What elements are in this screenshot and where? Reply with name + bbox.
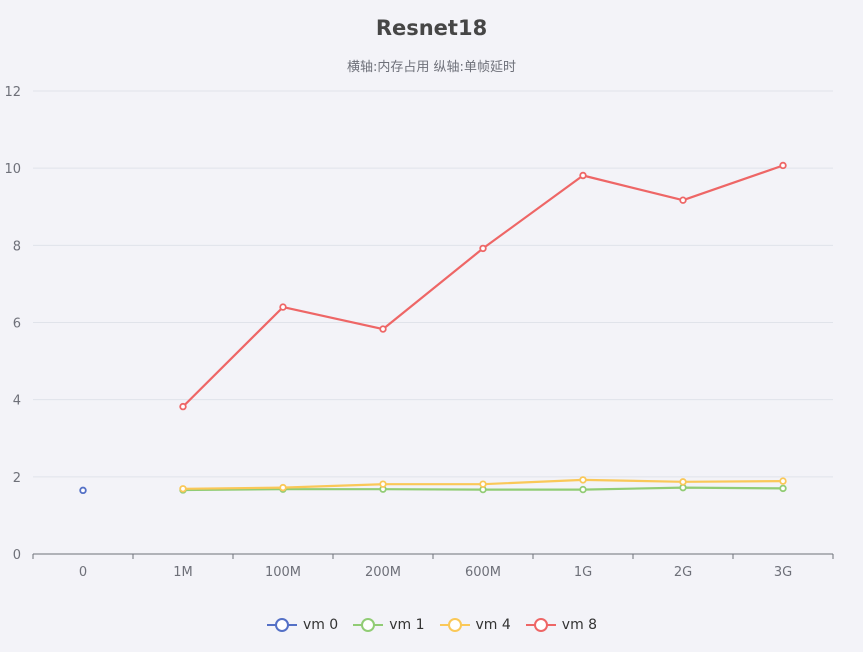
data-point bbox=[479, 480, 487, 488]
chart-legend: vm 0 vm 1 vm 4 vm 8 bbox=[0, 616, 863, 634]
y-tick-label: 2 bbox=[13, 471, 21, 486]
legend-marker-icon bbox=[525, 618, 556, 632]
data-point bbox=[279, 303, 287, 311]
data-point bbox=[579, 476, 587, 484]
y-tick-label: 0 bbox=[13, 548, 21, 563]
x-tick-label: 3G bbox=[774, 565, 792, 580]
y-tick-label: 12 bbox=[4, 85, 21, 100]
legend-label: vm 0 bbox=[302, 617, 339, 633]
legend-item[interactable]: vm 8 bbox=[525, 616, 597, 634]
line-chart: 0 2 4 6 8 10 12 0 1M 100M 200M 600M 1G 2G 3G bbox=[4, 85, 834, 580]
data-point bbox=[679, 196, 687, 204]
data-point bbox=[779, 484, 787, 493]
data-point bbox=[579, 485, 587, 494]
y-tick-label: 6 bbox=[13, 317, 21, 332]
x-tick-label: 1M bbox=[173, 565, 193, 580]
y-tick-label: 4 bbox=[13, 394, 21, 409]
data-point bbox=[179, 485, 187, 493]
y-tick-label: 8 bbox=[13, 239, 21, 254]
chart-subtitle: 横轴:内存占用 纵轴:单帧延时 bbox=[347, 60, 516, 75]
data-point bbox=[679, 478, 687, 486]
data-point bbox=[79, 486, 87, 495]
legend-item[interactable]: vm 1 bbox=[352, 616, 425, 634]
legend-label: vm 8 bbox=[561, 617, 598, 633]
legend-item[interactable]: vm 4 bbox=[439, 616, 511, 634]
chart-title: Resnet18 bbox=[375, 16, 488, 40]
legend-item[interactable]: vm 0 bbox=[266, 616, 338, 634]
data-point bbox=[479, 244, 487, 253]
legend-marker-icon bbox=[353, 618, 384, 632]
data-point bbox=[779, 477, 787, 485]
x-tick-label: 2G bbox=[674, 565, 692, 580]
data-point bbox=[779, 161, 787, 170]
x-tick-label: 1G bbox=[574, 565, 592, 580]
x-tick-label: 600M bbox=[465, 565, 501, 580]
legend-marker-icon bbox=[439, 618, 470, 632]
data-point bbox=[379, 325, 387, 333]
data-point bbox=[379, 480, 387, 488]
x-tick-label: 200M bbox=[365, 565, 401, 580]
data-point bbox=[579, 171, 587, 180]
legend-label: vm 4 bbox=[475, 617, 511, 633]
x-tick-label: 100M bbox=[265, 565, 301, 580]
series-line bbox=[182, 164, 784, 408]
data-point bbox=[679, 483, 687, 492]
legend-label: vm 1 bbox=[389, 617, 425, 633]
legend-marker-icon bbox=[266, 618, 297, 632]
data-point bbox=[179, 402, 187, 411]
data-point bbox=[279, 483, 287, 492]
y-tick-label: 10 bbox=[4, 162, 21, 177]
x-tick-label: 0 bbox=[79, 565, 87, 580]
